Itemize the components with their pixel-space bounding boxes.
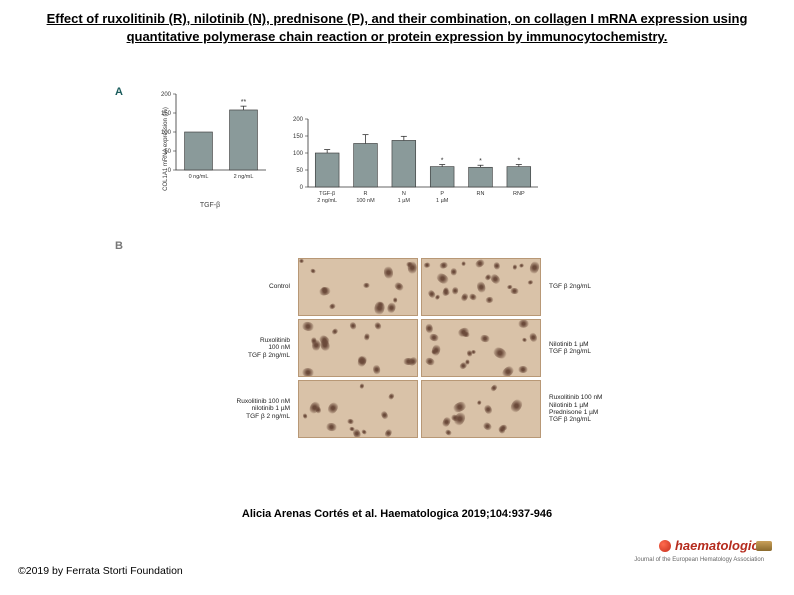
svg-text:TGF-β: TGF-β (319, 191, 335, 197)
citation: Alicia Arenas Cortés et al. Haematologic… (0, 508, 794, 520)
journal-logo: haematologica (659, 538, 766, 553)
micro-label-left: Ruxolitinib 100 nMnilotinib 1 µMTGF β 2 … (210, 398, 295, 420)
panel-b-label: B (115, 240, 123, 252)
svg-text:R: R (364, 191, 368, 197)
svg-text:100: 100 (293, 151, 304, 157)
micrograph (298, 258, 418, 316)
micrograph (421, 380, 541, 438)
logo-text: haematologica (675, 538, 766, 553)
micrograph (421, 319, 541, 377)
foundation-logo-icon (756, 541, 772, 551)
svg-text:150: 150 (293, 134, 304, 140)
svg-text:0 ng/mL: 0 ng/mL (189, 174, 209, 180)
svg-text:0: 0 (300, 185, 304, 191)
svg-text:200: 200 (293, 117, 304, 123)
svg-text:2 ng/mL: 2 ng/mL (234, 174, 254, 180)
svg-text:2 ng/mL: 2 ng/mL (317, 198, 337, 204)
micrograph (421, 258, 541, 316)
micro-label-right: TGF β 2ng/mL (544, 283, 629, 290)
figure-title: Effect of ruxolitinib (R), nilotinib (N)… (0, 0, 794, 49)
svg-text:100 nM: 100 nM (356, 198, 375, 204)
panel-a-label: A (115, 86, 123, 98)
micro-label-left: Control (210, 283, 295, 290)
svg-text:*: * (479, 158, 482, 165)
chart-left: COL1A1 mRNA expression (%) 0501001502000… (150, 88, 270, 209)
svg-text:RN: RN (477, 191, 485, 197)
svg-text:**: ** (241, 99, 247, 106)
copyright: ©2019 by Ferrata Storti Foundation (18, 565, 183, 577)
panel-b-grid: Control TGF β 2ng/mL Ruxolitinib100 nMTGF … (210, 258, 629, 438)
chart-right: 050100150200TGF-β2 ng/mLR100 nMN1 µM*P1 … (282, 113, 542, 209)
svg-text:P: P (440, 191, 444, 197)
micro-label-left: Ruxolitinib100 nMTGF β 2ng/mL (210, 337, 295, 359)
panel-a-charts: COL1A1 mRNA expression (%) 0 50 100 150 200 0… (150, 88, 680, 209)
svg-text:1 µM: 1 µM (398, 198, 411, 204)
micrograph (298, 380, 418, 438)
micrograph (298, 319, 418, 377)
chart1-group-label: TGF-β (150, 202, 270, 209)
svg-text:50: 50 (296, 168, 303, 174)
yaxis-label: COL1A1 mRNA expression (%) (163, 107, 169, 191)
logo-icon (659, 540, 671, 552)
svg-text:1 µM: 1 µM (436, 198, 449, 204)
logo-subtitle: Journal of the European Hematology Assoc… (634, 557, 764, 563)
micro-label-right: Nilotinib 1 µMTGF β 2ng/mL (544, 341, 629, 356)
svg-text:200: 200 (161, 92, 172, 98)
svg-text:RNP: RNP (513, 191, 525, 197)
svg-text:*: * (441, 158, 444, 165)
micro-label-right: Ruxolitinib 100 nMNilotinib 1 µMPredniso… (544, 394, 629, 424)
figure-area: A COL1A1 mRNA expression (%) 05010015020… (120, 88, 680, 209)
svg-text:*: * (517, 158, 520, 165)
svg-text:N: N (402, 191, 406, 197)
